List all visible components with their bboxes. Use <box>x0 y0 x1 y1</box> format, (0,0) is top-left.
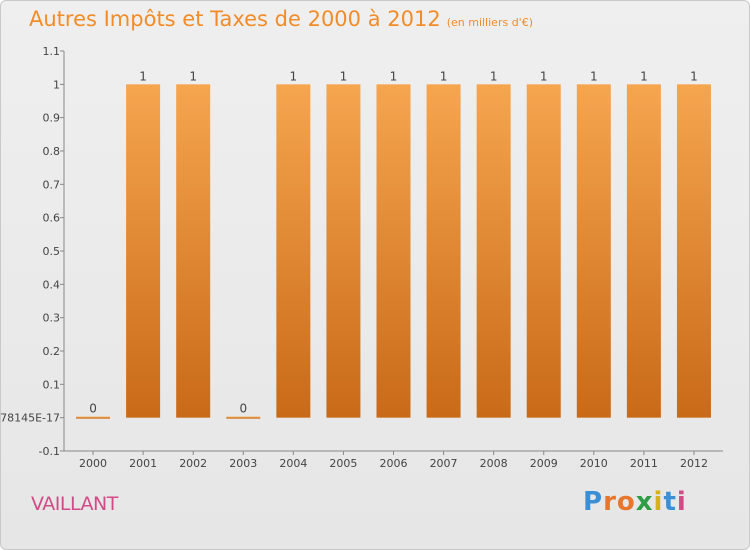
logo-letter: o <box>616 487 636 517</box>
x-tick-label: 2007 <box>430 457 458 470</box>
bar <box>226 416 261 419</box>
bar <box>576 84 611 418</box>
x-tick-label: 2004 <box>279 457 307 470</box>
bar <box>476 84 511 418</box>
y-tick-label: 0.2 <box>43 345 61 358</box>
bar <box>276 84 311 418</box>
logo-letter: t <box>663 487 677 517</box>
x-tick-label: 2003 <box>229 457 257 470</box>
y-tick-label: 1.1 <box>43 45 61 58</box>
bar <box>376 84 411 418</box>
chart-subtitle: (en milliers d'€) <box>446 16 533 29</box>
logo-letter: P <box>583 487 604 517</box>
bar-value-label: 0 <box>89 402 97 416</box>
bar <box>176 84 211 418</box>
bar <box>76 416 111 419</box>
bar-value-label: 1 <box>340 69 348 83</box>
logo-letter: x <box>635 487 654 517</box>
bar-value-label: 1 <box>690 69 698 83</box>
y-tick-label: 0.1 <box>43 378 61 391</box>
bar-value-label: 1 <box>139 69 147 83</box>
x-tick-label: 2012 <box>680 457 708 470</box>
x-tick-label: 2009 <box>530 457 558 470</box>
commune-label: VAILLANT <box>31 493 118 515</box>
bar-value-label: 0 <box>239 402 247 416</box>
x-tick-label: 2008 <box>480 457 508 470</box>
y-tick-label: 1 <box>53 78 60 91</box>
logo-letter: i <box>653 487 664 517</box>
x-tick-label: 2005 <box>329 457 357 470</box>
bar <box>126 84 161 418</box>
x-tick-label: 2011 <box>630 457 658 470</box>
proxiti-logo: Proxiti <box>583 487 687 517</box>
y-tick-label: 0.6 <box>43 212 61 225</box>
bar <box>676 84 711 418</box>
bar-value-label: 1 <box>440 69 448 83</box>
logo-letter: i <box>676 487 687 517</box>
x-tick-label: 2010 <box>580 457 608 470</box>
bar-value-label: 1 <box>640 69 648 83</box>
y-tick-label: 0.4 <box>43 278 61 291</box>
x-tick-label: 2006 <box>380 457 408 470</box>
chart-title-text: Autres Impôts et Taxes de 2000 à 2012 <box>29 7 441 31</box>
x-tick-label: 2002 <box>179 457 207 470</box>
x-tick-label: 2000 <box>79 457 107 470</box>
y-tick-label: 1.38777878078145E-17 <box>1 412 60 425</box>
y-tick-label: -0.1 <box>39 445 60 458</box>
y-tick-label: 0.5 <box>43 245 61 258</box>
bar-value-label: 1 <box>540 69 548 83</box>
bar <box>326 84 361 418</box>
bar-value-label: 1 <box>189 69 197 83</box>
x-tick-label: 2001 <box>129 457 157 470</box>
bar <box>426 84 461 418</box>
y-tick-label: 0.7 <box>43 178 61 191</box>
bar <box>526 84 561 418</box>
bar-value-label: 1 <box>590 69 598 83</box>
logo-letter: r <box>603 487 617 517</box>
y-tick-label: 0.9 <box>43 112 61 125</box>
bar <box>626 84 661 418</box>
y-tick-label: 0.3 <box>43 312 61 325</box>
chart-title: Autres Impôts et Taxes de 2000 à 2012 (en… <box>29 7 533 31</box>
y-tick-label: 0.8 <box>43 145 61 158</box>
bar-value-label: 1 <box>290 69 298 83</box>
bar-value-label: 1 <box>490 69 498 83</box>
bar-value-label: 1 <box>390 69 398 83</box>
